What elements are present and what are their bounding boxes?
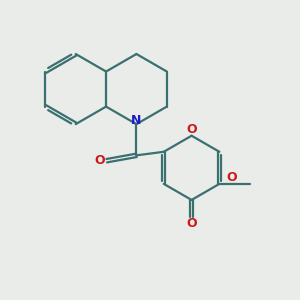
Text: N: N bbox=[131, 114, 142, 127]
Text: O: O bbox=[227, 171, 238, 184]
Text: O: O bbox=[186, 217, 197, 230]
Text: O: O bbox=[187, 123, 197, 136]
Text: O: O bbox=[95, 154, 106, 167]
